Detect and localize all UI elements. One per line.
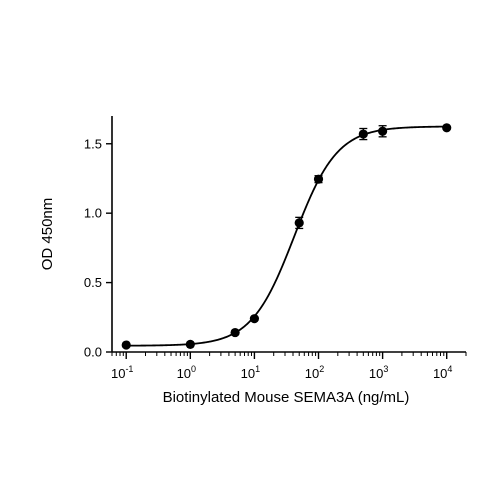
- data-point-1: [185, 339, 195, 349]
- fit-curve: [126, 125, 447, 347]
- y-tick-label-0: 0.0: [84, 345, 102, 360]
- x-tick-label-2: 101: [241, 364, 260, 381]
- data-point-group-6: [358, 127, 368, 141]
- data-point-group-1: [185, 339, 195, 349]
- x-tick-label-3: 102: [305, 364, 324, 381]
- data-point-group-4: [294, 216, 304, 230]
- data-point-group-2: [230, 327, 240, 338]
- x-tick-exponent-2: 1: [255, 364, 260, 374]
- axes: [111, 116, 466, 353]
- data-point-7: [378, 126, 388, 136]
- y-tick-label-3: 1.5: [84, 136, 102, 151]
- x-tick-exponent-4: 3: [383, 364, 388, 374]
- data-points: [121, 123, 452, 350]
- data-point-group-7: [378, 125, 388, 138]
- data-point-2: [230, 327, 240, 338]
- x-tick-label-1: 100: [177, 364, 196, 381]
- data-point-group-0: [121, 340, 131, 350]
- x-tick-exponent-0: -1: [125, 364, 133, 374]
- data-point-group-3: [249, 314, 260, 324]
- y-ticks: 0.0 0.5 1.0 1.5: [84, 136, 112, 360]
- data-point-0: [121, 340, 131, 350]
- data-point-6: [358, 129, 368, 139]
- y-tick-label-1: 0.5: [84, 275, 102, 290]
- data-point-5: [313, 174, 324, 184]
- x-tick-label-0: 10-1: [111, 364, 133, 381]
- x-tick-exponent-1: 0: [191, 364, 196, 374]
- x-axis-title: Biotinylated Mouse SEMA3A (ng/mL): [163, 389, 410, 406]
- data-point-4: [294, 218, 304, 228]
- data-point-group-5: [313, 174, 324, 184]
- y-axis-title: OD 450nm: [39, 198, 56, 271]
- x-tick-exponent-5: 4: [447, 364, 452, 374]
- x-tick-label-4: 103: [369, 364, 388, 381]
- data-point-3: [249, 314, 260, 324]
- x-ticks: 10-1 100 101 102 103 104: [111, 352, 467, 381]
- x-tick-exponent-3: 2: [319, 364, 324, 374]
- data-point-group-8: [442, 123, 452, 133]
- data-point-8: [442, 123, 452, 133]
- x-tick-label-5: 104: [433, 364, 452, 381]
- y-tick-label-2: 1.0: [84, 206, 102, 221]
